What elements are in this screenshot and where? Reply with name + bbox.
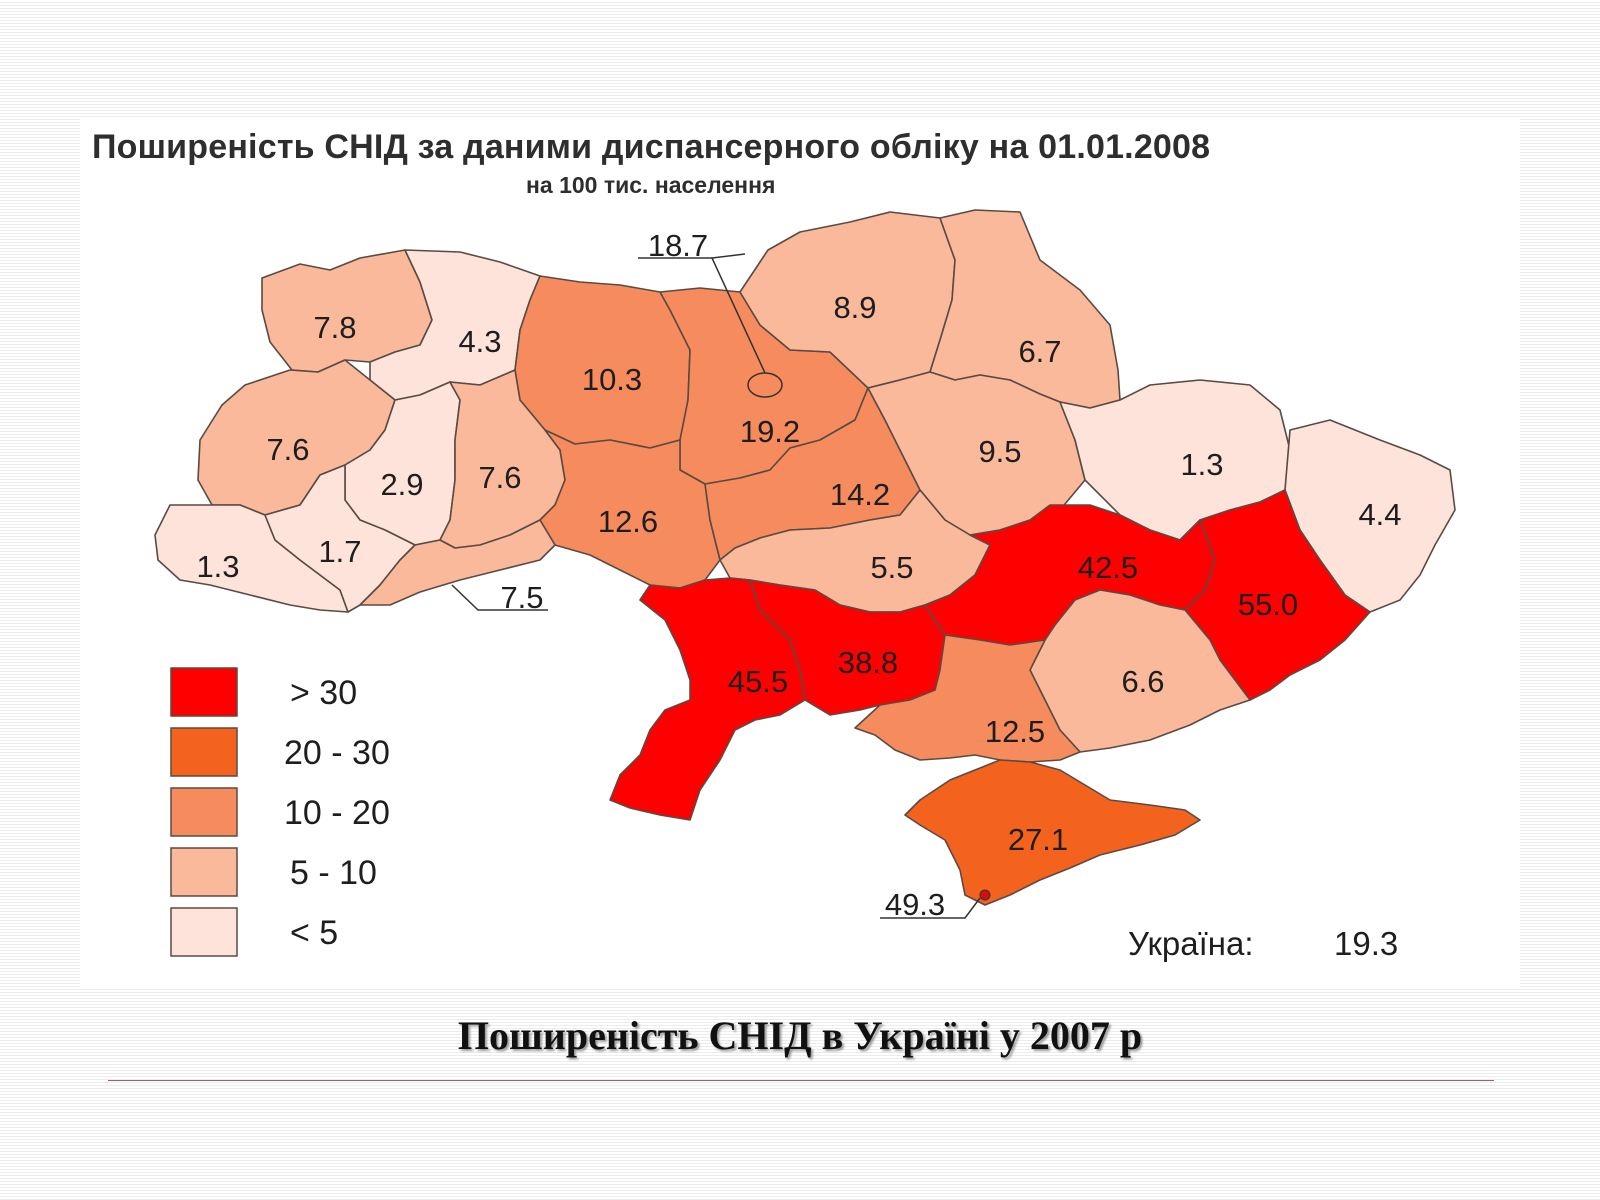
label-vinnytsia: 12.6 [598, 504, 658, 539]
slide-caption: Поширеність СНІД в Україні у 2007 р [457, 1013, 1143, 1058]
label-crimea: 27.1 [1008, 822, 1068, 857]
label-kirovohrad: 5.5 [870, 550, 913, 585]
map-panel: 7.8 4.3 10.3 18.7 19.2 8.9 6.7 7.6 2.9 7… [80, 118, 1520, 988]
sevastopol-leader-line [880, 897, 981, 919]
region-crimea [904, 759, 1201, 906]
map-subtitle: на 100 тис. населення [526, 172, 776, 198]
legend-label-5-10: 5 - 10 [290, 854, 377, 892]
legend-swatch-gt30 [170, 667, 238, 717]
label-kyiv-oblast: 19.2 [740, 414, 800, 449]
label-chernihiv: 8.9 [833, 290, 876, 325]
legend-label-20-30: 20 - 30 [284, 734, 390, 772]
divider-line [108, 1080, 1494, 1081]
region-chernivtsi [359, 519, 556, 606]
label-odesa: 45.5 [728, 664, 788, 699]
label-ternopil: 2.9 [380, 467, 423, 502]
legend-swatch-20-30 [170, 727, 238, 777]
label-kherson: 12.5 [985, 714, 1045, 749]
label-zhytomyr: 10.3 [582, 362, 642, 397]
label-donetsk: 55.0 [1238, 587, 1298, 622]
label-khmelnytskyi: 7.6 [478, 460, 521, 495]
total-value: 19.3 [1334, 925, 1398, 962]
region-sumy [929, 209, 1121, 409]
legend-swatch-lt5 [170, 907, 238, 957]
label-luhansk: 4.4 [1358, 497, 1401, 532]
label-volyn: 7.8 [313, 310, 356, 345]
label-zakarpattia: 1.3 [196, 549, 239, 584]
label-rivne: 4.3 [458, 324, 501, 359]
label-kyiv-city: 18.7 [648, 228, 708, 263]
total-summary: Україна: 19.3 [1128, 925, 1398, 962]
label-zaporizhzhia: 6.6 [1121, 664, 1164, 699]
label-ivano-frankivsk: 1.7 [318, 534, 361, 569]
legend-label-gt30: > 30 [290, 674, 357, 712]
label-kharkiv: 1.3 [1180, 447, 1223, 482]
chernivtsi-leader-line [451, 584, 548, 611]
legend-swatch-5-10 [170, 847, 238, 897]
label-chernivtsi: 7.5 [500, 580, 543, 615]
map-title: Поширеність СНІД за даними диспансерного… [92, 128, 1211, 166]
label-mykolaiv: 38.8 [838, 645, 898, 680]
label-poltava: 9.5 [978, 434, 1021, 469]
label-lviv: 7.6 [266, 432, 309, 467]
label-dnipropetrovsk: 42.5 [1078, 550, 1138, 585]
region-kherson [854, 634, 1081, 763]
sevastopol-marker [979, 889, 991, 901]
legend-label-lt5: < 5 [290, 914, 338, 952]
legend-label-10-20: 10 - 20 [284, 794, 390, 832]
ukraine-map: 7.8 4.3 10.3 18.7 19.2 8.9 6.7 7.6 2.9 7… [154, 209, 1456, 962]
legend: > 30 20 - 30 10 - 20 5 - 10 < 5 [170, 667, 390, 957]
label-sevastopol: 49.3 [885, 887, 945, 922]
label-sumy: 6.7 [1018, 334, 1061, 369]
legend-swatch-10-20 [170, 787, 238, 837]
total-label: Україна: [1128, 925, 1254, 962]
label-cherkasy: 14.2 [830, 477, 890, 512]
